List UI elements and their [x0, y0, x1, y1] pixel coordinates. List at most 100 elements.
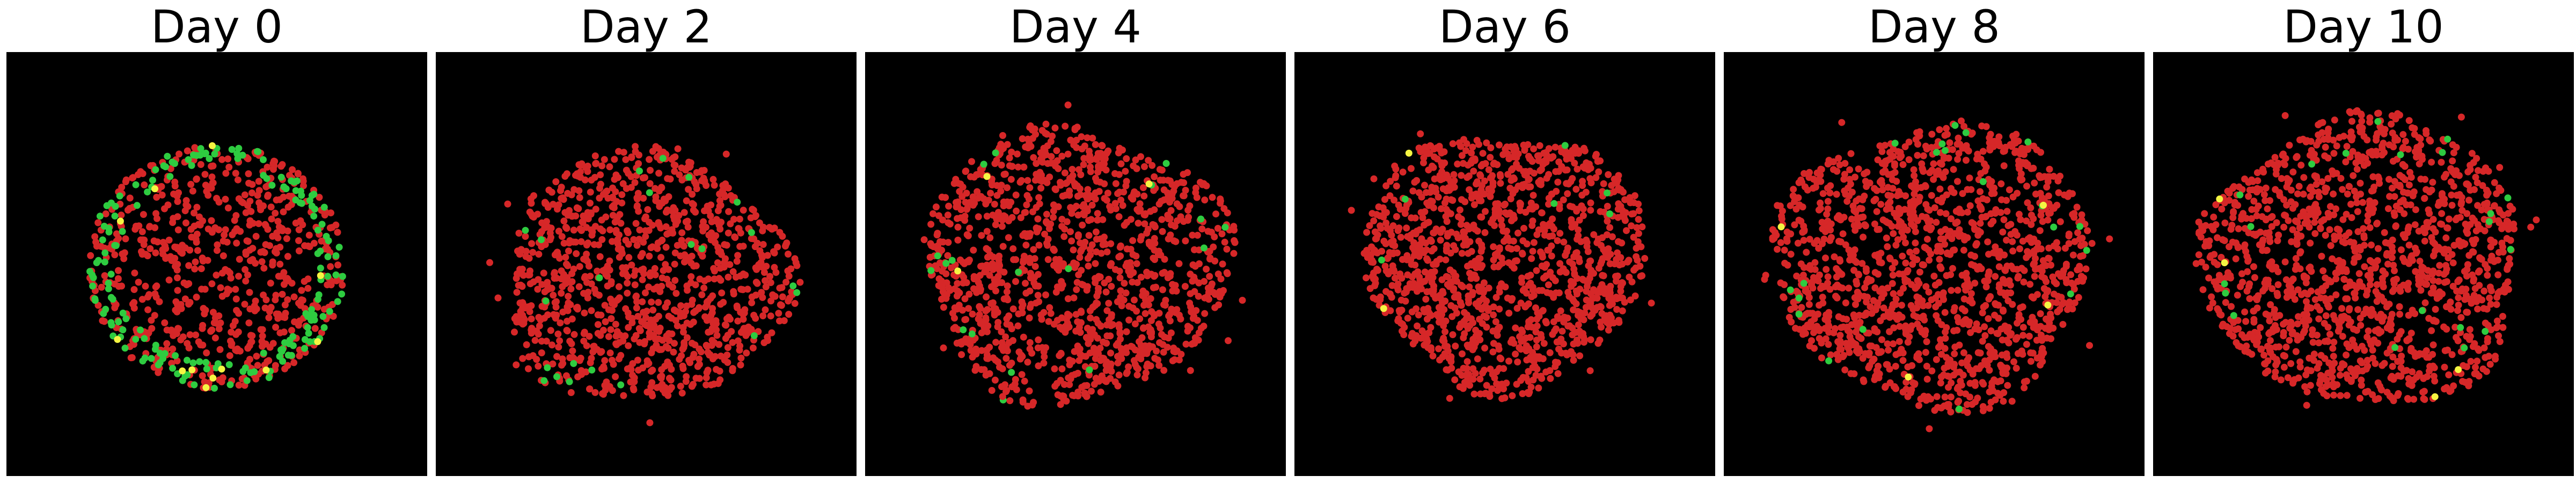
red-cell [1035, 336, 1042, 343]
red-cell [577, 354, 584, 362]
red-cell [1467, 159, 1475, 167]
red-cell [269, 258, 276, 266]
red-cell [664, 206, 671, 214]
red-cell [764, 252, 771, 259]
red-cell [1599, 272, 1606, 279]
red-cell [1504, 294, 1511, 302]
red-cell [1104, 147, 1112, 155]
green-cell [332, 252, 340, 259]
red-cell [1004, 282, 1011, 290]
red-cell [281, 301, 289, 309]
red-cell [1072, 261, 1079, 269]
red-cell [1066, 356, 1073, 364]
red-cell [736, 347, 743, 354]
red-cell [1825, 341, 1832, 348]
red-cell [1635, 207, 1643, 215]
red-cell [1074, 211, 1082, 219]
red-cell [1223, 245, 1231, 253]
red-cell [1367, 251, 1374, 259]
red-cell [639, 174, 647, 181]
red-cell [131, 269, 138, 277]
red-cell [2031, 179, 2038, 187]
red-cell [175, 150, 183, 158]
red-cell [632, 148, 639, 155]
red-cell [565, 299, 572, 306]
red-cell [1496, 381, 1504, 389]
red-cell [1107, 332, 1114, 340]
red-cell [1130, 269, 1137, 276]
red-cell [1042, 120, 1050, 128]
red-cell [1108, 283, 1115, 290]
red-cell [683, 197, 690, 204]
red-cell [1854, 220, 1861, 228]
red-cell [635, 160, 642, 167]
red-cell [1142, 290, 1150, 297]
red-cell [1087, 335, 1094, 343]
red-cell [1067, 228, 1074, 236]
red-cell [1173, 306, 1181, 313]
red-cell [1191, 288, 1198, 295]
red-cell [296, 352, 303, 360]
red-cell [1066, 174, 1073, 182]
red-cell [1141, 210, 1149, 217]
red-cell [1487, 144, 1495, 151]
red-cell [587, 359, 594, 367]
red-cell [1382, 182, 1390, 189]
red-cell [1533, 323, 1541, 330]
red-cell [1457, 320, 1465, 328]
red-cell [274, 218, 282, 225]
red-cell [1024, 177, 1031, 184]
green-cell [646, 189, 653, 196]
red-cell [1103, 196, 1110, 204]
red-cell [1464, 325, 1472, 332]
red-cell [602, 318, 609, 325]
red-cell [1507, 195, 1514, 202]
red-cell [737, 286, 745, 293]
red-cell [1540, 274, 1547, 282]
red-cell [1495, 346, 1503, 353]
red-cell [1158, 216, 1166, 223]
red-cell [1614, 206, 1622, 213]
red-cell [1023, 192, 1031, 199]
red-cell [1427, 324, 1435, 331]
red-cell [1928, 192, 1935, 199]
red-cell [722, 150, 730, 158]
red-cell [1008, 148, 1015, 156]
red-cell [1198, 225, 1206, 233]
red-cell [515, 230, 523, 237]
red-cell [1540, 340, 1548, 347]
green-cell [297, 187, 304, 195]
red-cell [677, 302, 685, 310]
green-cell [254, 148, 262, 156]
red-cell [276, 260, 284, 268]
red-cell [1117, 196, 1125, 204]
green-cell [315, 291, 323, 298]
red-cell [662, 223, 670, 230]
red-cell [1132, 156, 1139, 164]
red-cell [279, 290, 286, 298]
red-cell [1884, 192, 1892, 199]
red-cell [1180, 192, 1188, 200]
red-cell [1621, 217, 1629, 224]
red-cell [632, 143, 639, 150]
red-cell [279, 225, 286, 232]
red-cell [1463, 358, 1471, 365]
red-cell [538, 349, 545, 356]
red-cell [649, 367, 656, 374]
red-cell [1137, 153, 1144, 160]
green-cell [304, 324, 311, 331]
red-cell [528, 315, 535, 323]
red-cell [272, 248, 279, 255]
green-cell [698, 245, 706, 252]
red-cell [613, 297, 621, 304]
red-cell [1899, 161, 1907, 169]
red-cell [649, 243, 656, 251]
red-cell [994, 323, 1001, 331]
red-cell [609, 184, 616, 192]
red-cell [1611, 177, 1619, 184]
red-cell [1866, 362, 1874, 369]
red-cell [1509, 392, 1516, 399]
red-cell [576, 194, 583, 201]
red-cell [1600, 246, 1607, 253]
red-cell [248, 189, 255, 196]
